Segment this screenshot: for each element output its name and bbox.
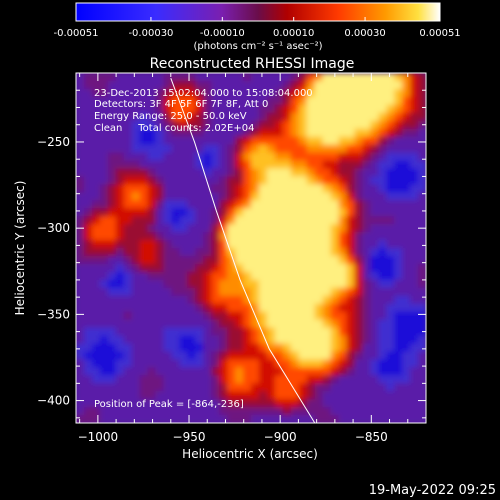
y-tick-label: −350	[37, 307, 70, 321]
colorbar-tick-label: 0.00051	[419, 28, 460, 39]
annotation-energy: Energy Range: 25.0 - 50.0 keV	[94, 111, 247, 122]
annotations: 23-Dec-2013 15:02:04.000 to 15:08:04.000…	[94, 88, 313, 410]
annotation-clean: Clean Total counts: 2.02E+04	[94, 123, 254, 134]
annotation-detectors: Detectors: 3F 4F 5F 6F 7F 8F, Att 0	[94, 99, 268, 110]
y-tick-label: −250	[37, 135, 70, 149]
colorbar-unit-label: (photons cm⁻² s⁻¹ asec⁻²)	[193, 41, 322, 52]
colorbar-tick-label: -0.00051	[54, 28, 99, 39]
x-axis: −1000 −950 −900 −850	[78, 73, 427, 444]
annotation-time: 23-Dec-2013 15:02:04.000 to 15:08:04.000	[94, 88, 313, 99]
plot-frame	[75, 72, 427, 424]
solar-limb-line	[170, 77, 316, 423]
colorbar-tick-label: 0.00030	[344, 28, 385, 39]
plot-area	[76, 73, 426, 423]
x-axis-label: Heliocentric X (arcsec)	[182, 447, 318, 461]
footer-date: 19-May-2022 09:25	[369, 483, 496, 498]
x-tick-label: −850	[355, 430, 388, 444]
heatmap-image	[76, 73, 426, 423]
y-axis-label: Heliocentric Y (arcsec)	[13, 181, 27, 316]
x-tick-label: −1000	[78, 430, 119, 444]
y-axis: −250 −300 −350 −400	[37, 72, 426, 419]
x-tick-label: −950	[173, 430, 206, 444]
colorbar: -0.00051 -0.00030 -0.00010 0.00010 0.00030 0.…	[54, 2, 461, 52]
chart-title: Reconstructed RHESSI Image	[150, 56, 355, 72]
colorbar-gradient	[75, 2, 441, 22]
colorbar-tick-label: 0.00010	[273, 28, 314, 39]
annotation-peak: Position of Peak = [-864,-236]	[94, 399, 244, 410]
colorbar-tick-label: -0.00030	[128, 28, 173, 39]
y-tick-label: −400	[37, 394, 70, 408]
x-tick-label: −900	[264, 430, 297, 444]
y-tick-label: −300	[37, 221, 70, 235]
colorbar-tick-label: -0.00010	[200, 28, 245, 39]
colorbar-ticks: -0.00051 -0.00030 -0.00010 0.00010 0.00030 0.…	[54, 17, 461, 39]
